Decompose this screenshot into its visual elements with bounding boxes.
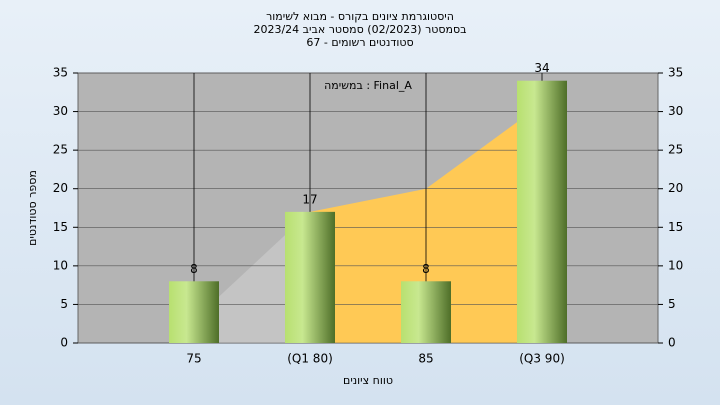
value-label: 8 — [190, 262, 198, 276]
bar — [169, 281, 219, 343]
title-line: בסמסטר (02/2023) סמסטר אביב 2023/24 — [253, 23, 466, 36]
x-tick-label: 85 — [418, 352, 433, 366]
bar — [285, 211, 335, 343]
value-label: 34 — [534, 61, 549, 75]
y-tick-label: 35 — [53, 66, 68, 80]
y-tick-label: 0 — [60, 336, 68, 350]
title-line: סטודנטים רשומים - 67 — [306, 36, 413, 49]
y-tick-label: 15 — [53, 220, 68, 234]
y2-tick-label: 20 — [668, 181, 683, 195]
bar — [517, 80, 567, 343]
value-label: 8 — [422, 262, 430, 276]
y2-tick-label: 35 — [668, 66, 683, 80]
y2-tick-label: 0 — [668, 336, 676, 350]
y2-tick-label: 10 — [668, 258, 683, 272]
x-tick-label: 75 — [186, 352, 201, 366]
x-axis-label: טווח ציונים — [343, 374, 393, 387]
y2-tick-label: 5 — [668, 297, 676, 311]
x-tick-label: (Q1 80) — [287, 352, 333, 366]
value-label: 17 — [302, 192, 317, 206]
y2-tick-label: 25 — [668, 143, 683, 157]
y-tick-label: 25 — [53, 143, 68, 157]
y2-tick-label: 30 — [668, 104, 683, 118]
y-tick-label: 5 — [60, 297, 68, 311]
y-tick-label: 30 — [53, 104, 68, 118]
title-line: היסטוגרמת ציונים בקורס - מבוא לשימור — [266, 10, 454, 23]
y-tick-label: 10 — [53, 258, 68, 272]
area-segment — [426, 103, 542, 343]
annotation: Final_A : במשימה — [324, 79, 412, 92]
x-tick-label: (Q3 90) — [519, 352, 565, 366]
bar — [401, 281, 451, 343]
y2-tick-label: 15 — [668, 220, 683, 234]
y-axis-label: מספר סטודנטים — [26, 170, 39, 246]
y-tick-label: 20 — [53, 181, 68, 195]
area-segment — [194, 211, 310, 343]
